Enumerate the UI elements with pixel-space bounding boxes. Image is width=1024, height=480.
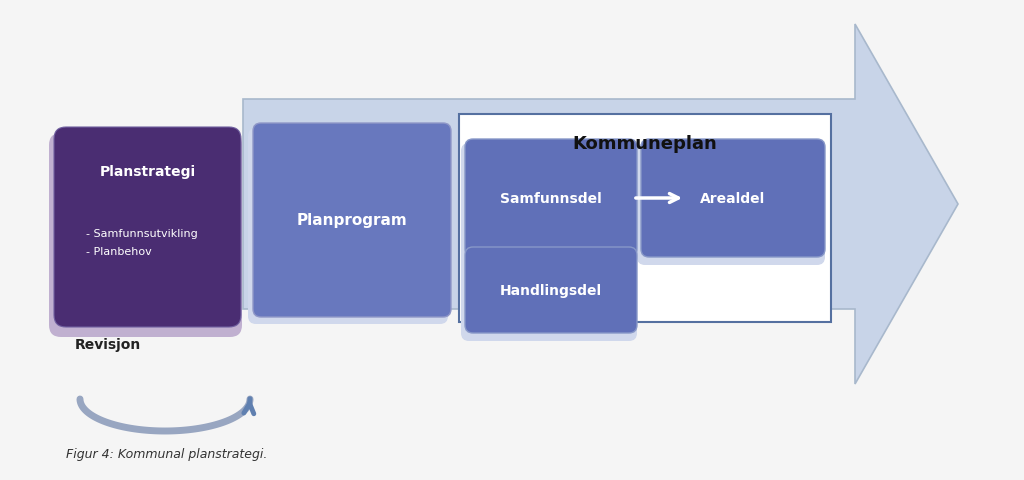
Text: Handlingsdel: Handlingsdel [500,283,602,298]
FancyBboxPatch shape [253,124,451,317]
FancyBboxPatch shape [637,144,825,265]
Text: Revisjon: Revisjon [75,337,141,351]
FancyBboxPatch shape [461,144,637,265]
Text: Planstrategi: Planstrategi [99,165,196,179]
FancyBboxPatch shape [641,140,825,257]
FancyBboxPatch shape [248,129,449,324]
Text: Planprogram: Planprogram [297,213,408,228]
Bar [459,115,831,323]
Text: Arealdel: Arealdel [700,192,766,205]
Text: Kommuneplan: Kommuneplan [572,135,718,153]
FancyBboxPatch shape [465,140,637,257]
Polygon shape [243,25,958,384]
FancyBboxPatch shape [49,134,242,337]
FancyBboxPatch shape [465,248,637,333]
Text: Figur 4: Kommunal planstrategi.: Figur 4: Kommunal planstrategi. [66,447,267,460]
FancyBboxPatch shape [54,128,241,327]
Text: Samfunnsdel: Samfunnsdel [500,192,602,205]
Text: - Samfunnsutvikling
- Planbehov: - Samfunnsutvikling - Planbehov [86,229,198,256]
FancyBboxPatch shape [461,252,637,341]
